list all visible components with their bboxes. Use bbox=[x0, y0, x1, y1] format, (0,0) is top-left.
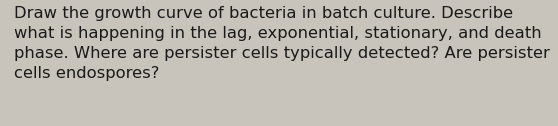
Text: Draw the growth curve of bacteria in batch culture. Describe
what is happening i: Draw the growth curve of bacteria in bat… bbox=[14, 6, 550, 81]
